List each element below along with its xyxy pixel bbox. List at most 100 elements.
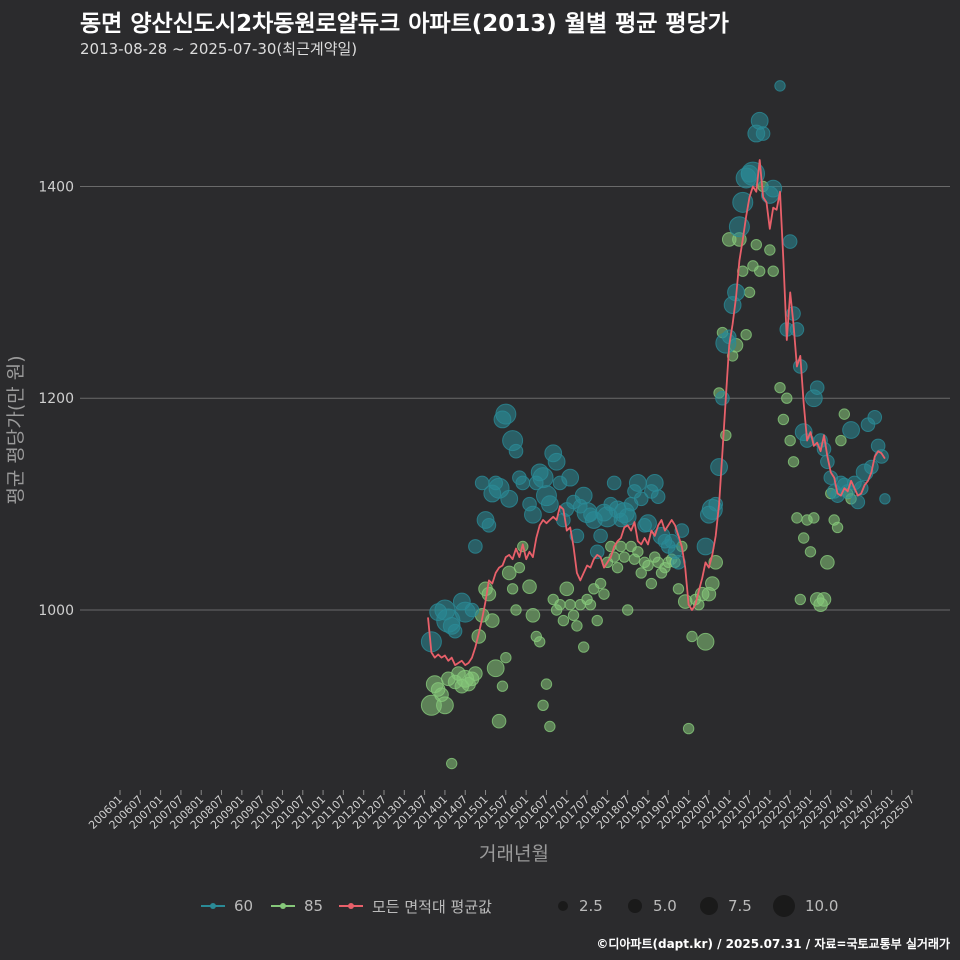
scatter-point-85: [797, 532, 810, 544]
scatter-point-85: [577, 641, 590, 653]
legend-label-85: 85: [304, 897, 324, 915]
scatter-point-85: [618, 551, 631, 563]
scatter-point-60: [540, 495, 559, 514]
legend-size-2: 5.0: [625, 890, 677, 922]
scatter-point-85: [611, 561, 624, 574]
legend-item-avg: 모든 면적대 평균값: [338, 890, 492, 922]
legend-size-label: 7.5: [728, 897, 752, 915]
scatter-point-85: [784, 434, 796, 447]
legend-size-label: 10.0: [805, 897, 839, 915]
scatter-point-85: [522, 579, 537, 595]
scatter-point-60: [782, 234, 798, 249]
scatter-point-85: [571, 620, 583, 632]
legend-label-avg: 모든 면적대 평균값: [372, 897, 492, 916]
scatter-point-60: [561, 468, 580, 487]
scatter-point-60: [874, 449, 889, 464]
scatter-point-85: [645, 577, 658, 590]
scatter-point-85: [506, 583, 519, 595]
scatter-point-85: [632, 546, 644, 558]
legend-label-60: 60: [234, 897, 254, 915]
size-dot-icon: [628, 899, 642, 913]
source-caption: ©디아파트(dapt.kr) / 2025.07.31 / 자료=국토교통부 실…: [596, 937, 950, 951]
x-axis-label: 거래년월: [479, 843, 549, 865]
chart-subtitle: 2013-08-28 ~ 2025-07-30(최근계약일): [80, 40, 358, 58]
scatter-point-85: [764, 244, 776, 256]
scatter-point-85: [598, 588, 610, 600]
scatter-point-85: [500, 651, 512, 664]
scatter-point-85: [838, 408, 851, 420]
scatter-point-85: [525, 607, 541, 623]
scatter-point-85: [544, 720, 556, 733]
scatter-point-85: [554, 599, 566, 611]
scatter-point-85: [501, 565, 517, 581]
scatter-point-85: [835, 434, 847, 447]
scatter-point-85: [642, 559, 654, 572]
scatter-point-85: [540, 678, 553, 690]
legend-size-label: 5.0: [653, 897, 677, 915]
scatter-point-85: [533, 636, 546, 648]
scatter-point-60: [447, 623, 463, 639]
scatter-point-85: [621, 604, 634, 616]
scatter-point-60: [650, 489, 666, 505]
scatter-point-85: [436, 696, 454, 715]
legend-size-label: 2.5: [579, 897, 603, 915]
scatter-point-85: [496, 680, 509, 692]
scatter-point-85: [584, 599, 597, 611]
scatter-point-60: [789, 322, 805, 337]
scatter-point-85: [557, 614, 570, 627]
legend-size-4: 10.0: [771, 890, 838, 922]
legend-item-85: 85: [270, 890, 323, 922]
scatter-point-85: [777, 413, 790, 426]
scatter-point-85: [491, 713, 507, 729]
scatter-point-85: [537, 699, 549, 711]
scatter-point-60: [842, 421, 860, 439]
scatter-point-60: [755, 126, 771, 141]
scatter-point-60: [633, 491, 649, 507]
scatter-point-60: [639, 514, 657, 533]
scatter-point-85: [510, 604, 522, 616]
scatter-point-85: [816, 592, 832, 607]
scatter-point-85: [708, 555, 723, 570]
scatter-point-85: [564, 599, 576, 611]
scatter-point-85: [696, 632, 715, 651]
scatter-point-60: [500, 489, 519, 508]
scatter-point-60: [569, 528, 585, 544]
scatter-point-60: [774, 80, 786, 92]
scatter-point-60: [468, 539, 483, 554]
average-price-line: [427, 159, 886, 666]
scatter-point-85: [743, 286, 756, 299]
y-tick-label: 1200: [38, 391, 74, 407]
y-tick-label: 1400: [38, 179, 74, 195]
scatter-point-60: [547, 452, 566, 471]
scatter-point-60: [645, 474, 664, 492]
scatter-point-85: [794, 593, 807, 606]
scatter-point-60: [524, 505, 542, 524]
scatter-point-85: [831, 521, 844, 534]
scatter-point-85: [513, 561, 526, 574]
scatter-point-85: [481, 586, 497, 602]
scatter-point-85: [705, 576, 720, 591]
legend-item-60: 60: [200, 890, 253, 922]
scatter-point-60: [606, 475, 622, 491]
scatter-point-60: [850, 494, 866, 510]
scatter-point-85: [740, 329, 752, 341]
scatter-point-85: [720, 429, 732, 441]
scatter-point-85: [787, 456, 800, 468]
scatter-point-85: [567, 609, 580, 621]
scatter-point-60: [867, 409, 883, 425]
scatter-point-60: [508, 443, 524, 459]
scatter-point-60: [593, 528, 608, 544]
scatter-point-60: [809, 380, 825, 395]
scatter-point-85: [804, 546, 817, 558]
scatter-point-85: [781, 392, 793, 404]
scatter-point-85: [445, 757, 458, 770]
legend-85-swatch-icon: [271, 903, 295, 909]
chart-legend: 60 85 모든 면적대 평균값 2.5 5.0 7.5 10.0: [0, 890, 960, 922]
scatter-point-60: [464, 602, 480, 618]
scatter-point-85: [635, 567, 647, 579]
scatter-point-60: [710, 458, 728, 476]
size-dot-icon: [700, 897, 718, 915]
legend-avg-swatch-icon: [339, 903, 363, 909]
scatter-point-60: [764, 179, 783, 198]
